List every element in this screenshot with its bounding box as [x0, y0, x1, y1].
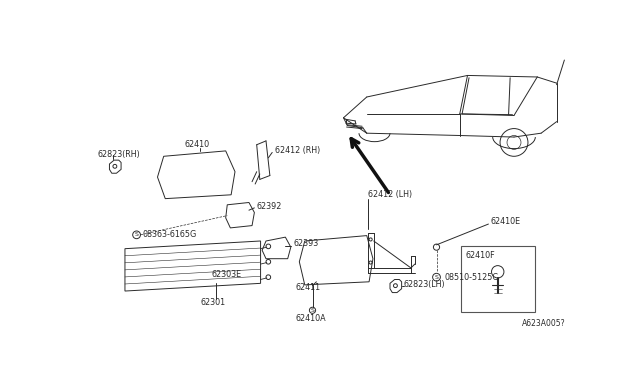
Text: 62410E: 62410E	[491, 217, 521, 226]
Text: S: S	[310, 308, 314, 313]
Text: 08363-6165G: 08363-6165G	[143, 230, 197, 239]
Text: 62410: 62410	[184, 140, 210, 149]
Text: 08510-5125C: 08510-5125C	[444, 273, 499, 282]
Text: S: S	[134, 232, 138, 237]
Text: 62412 (RH): 62412 (RH)	[275, 147, 321, 155]
Text: 62410A: 62410A	[296, 314, 326, 323]
Text: 62823(LH): 62823(LH)	[404, 280, 445, 289]
Text: 62301: 62301	[200, 298, 225, 307]
Text: 62823(RH): 62823(RH)	[97, 150, 140, 159]
Bar	[461, 246, 535, 312]
Text: A623A005?: A623A005?	[522, 319, 565, 328]
Text: 62392: 62392	[257, 202, 282, 211]
Text: 62412 (LH): 62412 (LH)	[368, 190, 412, 199]
Text: S: S	[435, 275, 438, 280]
Text: 62393: 62393	[293, 239, 318, 248]
Text: 62411: 62411	[296, 283, 321, 292]
Text: 62410F: 62410F	[465, 251, 495, 260]
Text: 62303E: 62303E	[212, 270, 242, 279]
